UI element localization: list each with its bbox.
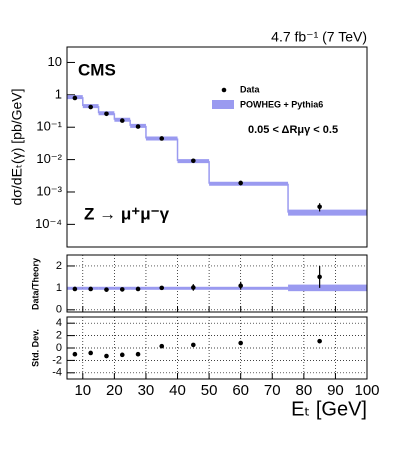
data-point: [191, 342, 196, 348]
legend-label: POWHEG + Pythia6: [240, 99, 323, 109]
y-tick-label: 4: [56, 317, 62, 329]
x-tick-label: 100: [354, 382, 379, 399]
data-point: [238, 180, 243, 186]
x-tick-label: 30: [138, 382, 155, 399]
data-point: [159, 343, 165, 349]
data-point: [88, 104, 93, 110]
theory-band: [209, 286, 289, 290]
y-tick-label: 1: [56, 282, 62, 294]
data-point: [135, 351, 141, 357]
theory-band: [288, 284, 367, 292]
y-tick-label: 2: [56, 260, 62, 272]
x-tick-label: 60: [232, 382, 249, 399]
data-point: [238, 340, 243, 346]
data-point: [238, 283, 243, 288]
data-point: [88, 286, 93, 292]
y-tick-label: 1: [55, 86, 62, 101]
data-point: [191, 158, 196, 164]
legend-marker: [212, 100, 234, 109]
x-tick-label: 20: [106, 382, 123, 399]
y-tick-label: 0: [56, 304, 62, 316]
data-point: [119, 118, 125, 123]
data-point: [104, 111, 109, 117]
data-point: [159, 136, 165, 141]
chart-title: 4.7 fb⁻¹ (7 TeV): [271, 29, 367, 45]
data-point: [119, 352, 125, 358]
data-point: [159, 285, 165, 291]
data-point: [317, 338, 322, 344]
data-point: [135, 124, 141, 129]
x-tick-label: 70: [264, 382, 281, 399]
data-point: [104, 353, 109, 359]
x-tick-label: 90: [327, 382, 344, 399]
data-point: [317, 204, 322, 210]
cms-label: CMS: [78, 60, 116, 79]
y-axis-label: dσ/dEₜ(γ) [pb/GeV]: [9, 88, 25, 205]
y-tick-label: 2: [56, 330, 62, 342]
y-tick-label: 10⁻³: [36, 183, 62, 198]
y-tick-label: 0: [56, 342, 62, 354]
data-point: [317, 274, 322, 280]
y-axis-label: Data/Theory: [30, 258, 40, 310]
annotation: Z → μ⁺μ⁻γ: [84, 204, 170, 223]
x-tick-label: 40: [169, 382, 186, 399]
plot-frame: [66, 254, 368, 313]
plot-frame: [66, 46, 368, 248]
x-tick-label: 80: [295, 382, 312, 399]
y-tick-label: 10: [48, 54, 62, 69]
data-point: [119, 287, 125, 292]
y-tick-label: -4: [52, 367, 62, 379]
y-tick-label: 10⁻¹: [36, 119, 62, 134]
y-tick-label: 10⁻²: [36, 151, 62, 166]
y-tick-label: 10⁻⁴: [35, 216, 62, 231]
x-tick-label: 50: [201, 382, 218, 399]
x-axis-label: Eₜ [GeV]: [291, 398, 367, 420]
plot-frame: [66, 316, 368, 380]
data-point: [104, 287, 109, 292]
y-axis-label: Std. Dev.: [30, 329, 40, 367]
annotation: 0.05 < ΔRμγ < 0.5: [248, 124, 338, 136]
data-point: [72, 351, 78, 357]
legend-marker: [221, 87, 227, 93]
data-point: [72, 286, 78, 292]
data-point: [72, 95, 78, 101]
y-tick-label: -2: [52, 354, 62, 366]
data-point: [135, 286, 141, 292]
data-point: [88, 350, 93, 356]
legend-label: Data: [240, 84, 261, 94]
x-tick-label: 10: [74, 382, 91, 399]
data-point: [191, 285, 196, 290]
